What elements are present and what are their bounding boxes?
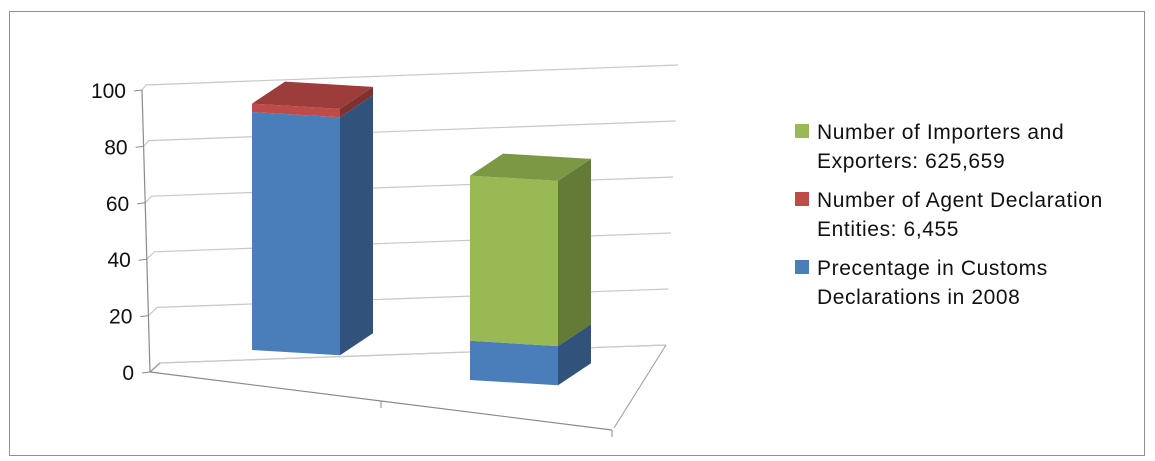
gridline — [146, 232, 671, 260]
bar-segment-side — [558, 158, 591, 347]
bar-segment-front — [470, 340, 558, 386]
gridline — [141, 64, 679, 91]
y-tick-mark — [137, 202, 146, 205]
y-tick-label: 40 — [107, 249, 130, 272]
bar-segment-side — [340, 95, 373, 356]
y-tick-mark — [138, 258, 147, 261]
legend-label: Number of Importers and Exporters: 625,6… — [817, 121, 1065, 173]
bar-segment-front — [252, 103, 340, 118]
y-tick-label: 60 — [106, 193, 129, 216]
y-tick-mark — [141, 371, 151, 374]
bar-layer — [252, 81, 591, 386]
gridline — [143, 120, 676, 147]
axis-layer — [133, 89, 667, 437]
bar-segment-side — [340, 86, 373, 118]
tick-label-layer: 0 20 40 60 80 100 — [91, 80, 134, 385]
bar-segment-top — [470, 153, 591, 181]
bar-segment-front — [470, 175, 558, 347]
grid-layer — [141, 64, 679, 373]
floor-right-edge — [613, 344, 667, 429]
y-tick-label: 100 — [91, 80, 126, 103]
legend-label: Number of Agent Declaration Entities: 6,… — [817, 189, 1103, 241]
legend-item-agent-declaration: Number of Agent Declaration Entities: 6,… — [795, 186, 1140, 244]
legend-swatch-red — [795, 192, 809, 206]
bar-segment-side — [558, 324, 591, 386]
y-tick-mark — [133, 89, 143, 92]
bar-segment-front — [252, 112, 340, 356]
legend-swatch-blue — [795, 260, 809, 274]
y-tick-label: 0 — [122, 362, 134, 385]
legend-label: Precentage in Customs Declarations in 20… — [817, 257, 1048, 309]
bar-segment-top — [252, 81, 373, 109]
legend-item-customs-percentage: Precentage in Customs Declarations in 20… — [795, 254, 1140, 312]
y-tick-mark — [135, 145, 144, 148]
y-tick-mark — [140, 315, 149, 318]
y-tick-label: 80 — [104, 136, 127, 159]
legend: Number of Importers and Exporters: 625,6… — [795, 118, 1140, 322]
y-axis-line — [141, 89, 151, 373]
gridline — [144, 176, 674, 204]
legend-item-importers-exporters: Number of Importers and Exporters: 625,6… — [795, 118, 1140, 176]
floor-side-edge — [149, 362, 161, 373]
y-tick-label: 20 — [109, 306, 132, 329]
legend-swatch-green — [795, 124, 809, 138]
